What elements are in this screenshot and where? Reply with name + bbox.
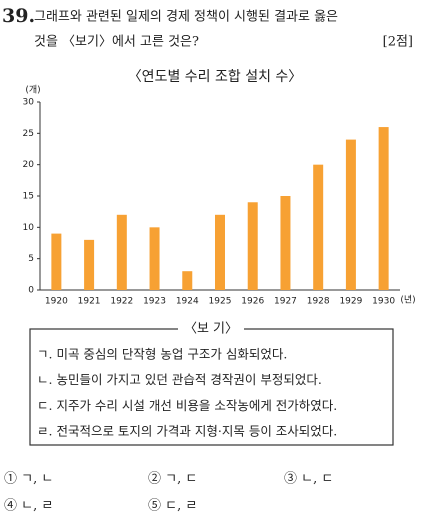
option[interactable]: ④ ㄴ, ㄹ <box>4 499 53 514</box>
y-tick-label: 5 <box>28 254 34 264</box>
x-tick-label: 1930 <box>372 297 395 307</box>
chart-title: 〈연도별 수리 조합 설치 수〉 <box>128 69 303 85</box>
x-tick-label: 1922 <box>110 297 133 307</box>
question-line: 그래프와 관련된 일제의 경제 정책이 시행된 결과로 옳은 <box>34 9 338 25</box>
x-tick-label: 1926 <box>241 297 264 307</box>
option[interactable]: ⑤ ㄷ, ㄹ <box>148 499 197 514</box>
box-item: ㄹ. 전국적으로 토지의 가격과 지형·지목 등이 조사되었다. <box>37 424 337 439</box>
bar <box>280 196 291 290</box>
bar <box>247 202 258 290</box>
x-tick-label: 1921 <box>78 297 101 307</box>
box-item: ㄴ. 농민들이 가지고 있던 관습적 경작권이 부정되었다. <box>37 372 322 387</box>
bar <box>116 214 127 290</box>
y-tick-label: 0 <box>28 286 34 296</box>
box-item: ㄱ. 미곡 중심의 단작형 농업 구조가 심화되었다. <box>37 347 287 362</box>
x-tick-label: 1924 <box>176 297 199 307</box>
y-tick-label: 25 <box>23 129 34 139</box>
bar <box>313 164 324 290</box>
bar <box>182 271 193 290</box>
bar <box>345 139 356 290</box>
box-title: 〈보 기〉 <box>184 322 238 337</box>
y-tick-label: 20 <box>23 160 35 170</box>
x-tick-label: 1920 <box>45 297 68 307</box>
x-tick-label: 1925 <box>209 297 232 307</box>
y-unit: (개) <box>25 85 40 96</box>
option[interactable]: ② ㄱ, ㄷ <box>148 472 197 487</box>
x-tick-label: 1928 <box>307 297 330 307</box>
option[interactable]: ③ ㄴ, ㄷ <box>284 472 333 487</box>
bar <box>378 127 389 290</box>
bar <box>51 233 62 290</box>
x-unit: (년) <box>400 295 415 306</box>
question-line: 것을 〈보기〉에서 고른 것은? <box>34 35 199 50</box>
points: [2점] <box>383 35 413 50</box>
y-tick-label: 15 <box>23 192 34 202</box>
option[interactable]: ① ㄱ, ㄴ <box>4 472 53 487</box>
x-tick-label: 1923 <box>143 297 166 307</box>
bar <box>149 227 160 290</box>
bar <box>215 214 225 290</box>
x-tick-label: 1929 <box>339 297 362 307</box>
y-tick-label: 10 <box>23 223 35 233</box>
x-tick-label: 1927 <box>274 297 297 307</box>
question-number: 39. <box>2 5 35 27</box>
box-item: ㄷ. 지주가 수리 시설 개선 비용을 소작농에게 전가하였다. <box>37 398 337 413</box>
box-items: ㄱ. 미곡 중심의 단작형 농업 구조가 심화되었다. ㄴ. 농민들이 가지고 있… <box>37 347 337 439</box>
box-title-bg <box>178 321 244 337</box>
y-tick-label: 30 <box>23 98 35 108</box>
bar <box>84 239 95 290</box>
options: ① ㄱ, ㄴ ② ㄱ, ㄷ ③ ㄴ, ㄷ ④ ㄴ, ㄹ ⑤ ㄷ, ㄹ <box>4 472 333 514</box>
